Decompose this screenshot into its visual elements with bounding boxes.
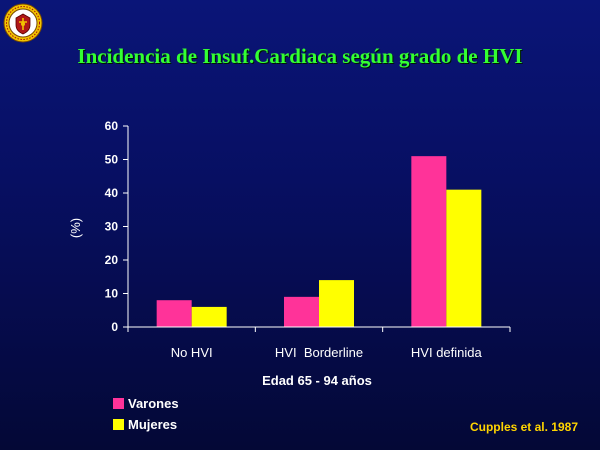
x-tick-label: HVI definida — [411, 345, 483, 360]
legend-swatch-mujeres — [113, 419, 124, 430]
legend-swatch-varones — [113, 398, 124, 409]
legend-label-varones: Varones — [128, 396, 179, 411]
bar-mujeres-3 — [446, 189, 482, 327]
legend: Varones Mujeres — [113, 393, 179, 435]
bar-mujeres-2 — [319, 280, 354, 327]
x-axis-ticks — [127, 327, 511, 332]
y-axis-label: (%) — [68, 218, 83, 238]
bar-varones-2 — [284, 296, 319, 327]
x-tick-label: HVI Borderline — [275, 345, 363, 360]
bar-varones-1 — [156, 300, 192, 327]
x-axis-tick-labels: No HVI HVI Borderline HVI definida — [171, 345, 483, 360]
y-tick-label: 20 — [105, 253, 119, 267]
legend-item-mujeres: Mujeres — [113, 414, 179, 435]
bars — [156, 156, 482, 327]
bar-varones-3 — [411, 156, 447, 327]
y-tick-label: 60 — [105, 119, 119, 133]
y-tick-label: 0 — [111, 320, 118, 334]
y-tick-label: 50 — [105, 153, 119, 167]
legend-item-varones: Varones — [113, 393, 179, 414]
x-axis-label: Edad 65 - 94 años — [262, 373, 372, 388]
x-tick-label: No HVI — [171, 345, 213, 360]
slide-title: Incidencia de Insuf.Cardiaca según grado… — [77, 44, 523, 68]
bar-mujeres-1 — [191, 306, 227, 327]
y-tick-label: 30 — [105, 220, 119, 234]
university-seal-logo — [3, 3, 43, 43]
citation: Cupples et al. 1987 — [469, 420, 578, 434]
y-tick-label: 10 — [105, 287, 119, 301]
legend-label-mujeres: Mujeres — [128, 417, 178, 432]
y-tick-label: 40 — [105, 186, 119, 200]
y-axis-ticks: 0 10 20 30 40 50 60 — [105, 119, 128, 334]
